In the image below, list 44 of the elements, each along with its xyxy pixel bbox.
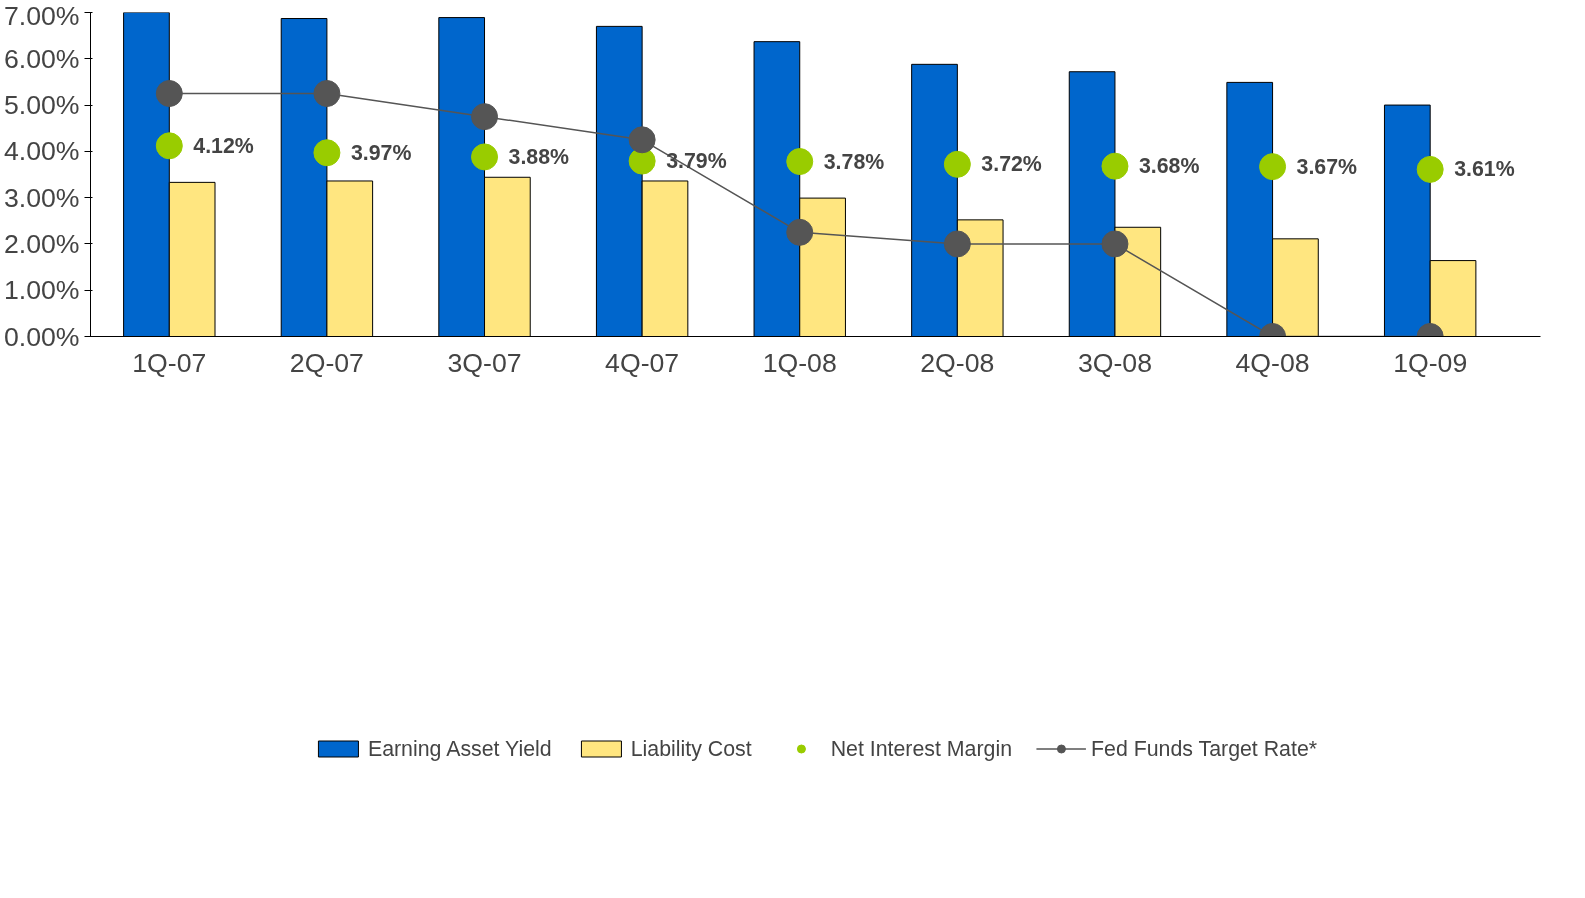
y-tick-label: 2.00%: [3, 228, 80, 259]
y-tick-label: 1.00%: [3, 275, 80, 306]
data-label: 3.78%: [823, 149, 885, 174]
point: [155, 80, 183, 107]
point: [943, 230, 971, 258]
point: [786, 148, 814, 176]
x-tick-label: 2Q-08: [920, 347, 995, 378]
legend-label: Earning Asset Yield: [367, 736, 552, 762]
point: [628, 126, 656, 154]
y-tick-label: 3.00%: [3, 182, 80, 213]
x-tick-label: 2Q-07: [289, 347, 364, 378]
y-tick-label: 5.00%: [3, 90, 80, 121]
x-tick-label: 1Q-08: [762, 347, 837, 378]
y-tick-label: 7.00%: [3, 0, 80, 31]
point: [155, 132, 183, 160]
point: [786, 218, 814, 246]
point: [471, 103, 499, 131]
y-tick-label: 4.00%: [3, 136, 80, 167]
x-tick-label: 4Q-07: [605, 347, 680, 378]
legend-label: Liability Cost: [630, 736, 752, 762]
x-tick-label: 4Q-08: [1235, 347, 1310, 378]
data-label: 3.72%: [981, 152, 1042, 177]
data-label: 3.88%: [508, 144, 570, 169]
y-tick-label: 6.00%: [3, 43, 80, 74]
x-tick-label: 1Q-09: [1393, 347, 1468, 378]
data-label: 3.67%: [1296, 154, 1358, 179]
data-label: 3.68%: [1138, 154, 1200, 179]
data-label: 3.97%: [350, 140, 412, 165]
x-tick-label: 3Q-07: [447, 347, 522, 378]
point: [1259, 153, 1287, 181]
legend-label: Fed Funds Target Rate*: [1091, 736, 1318, 762]
point: [1101, 230, 1129, 258]
point: [313, 80, 341, 107]
x-tick-label: 3Q-08: [1077, 347, 1153, 378]
x-tick-label: 1Q-07: [132, 347, 207, 378]
point: [471, 143, 499, 171]
point: [943, 150, 971, 178]
point: [1416, 155, 1444, 183]
y-tick-label: 0.00%: [3, 321, 80, 352]
point: [1101, 152, 1129, 180]
data-label: 3.61%: [1454, 157, 1515, 182]
point: [313, 139, 341, 167]
data-label: 4.12%: [193, 133, 254, 158]
legend-label: Net Interest Margin: [830, 736, 1013, 762]
